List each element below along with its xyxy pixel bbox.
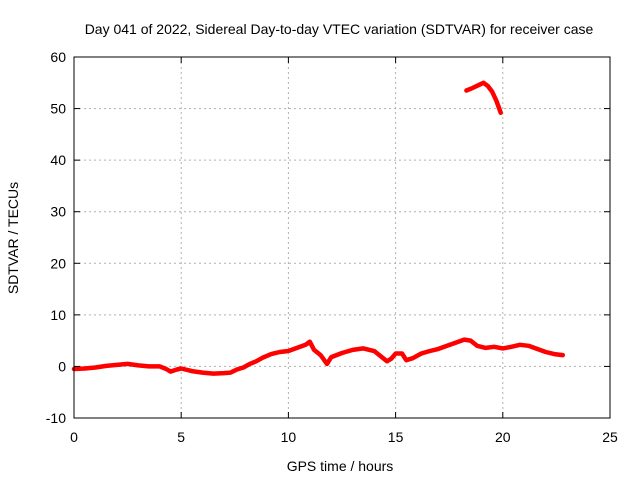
y-tick-label: 20 [50, 255, 66, 271]
tick-marks [73, 56, 611, 419]
plot-frame [73, 56, 611, 419]
y-tick-label: 0 [58, 358, 66, 374]
series-layer [71, 80, 566, 376]
series-line-2 [464, 80, 503, 115]
chart-title: Day 041 of 2022, Sidereal Day-to-day VTE… [85, 21, 594, 37]
y-tick-label: 60 [50, 49, 66, 65]
y-axis-label: SDTVAR / TECUs [5, 182, 21, 294]
grid-lines [74, 57, 610, 418]
y-tick-label: 30 [50, 204, 66, 220]
x-axis-label: GPS time / hours [287, 458, 394, 474]
y-tick-label: 50 [50, 101, 66, 117]
y-tick-label: -10 [46, 410, 66, 426]
y-tick-label: 40 [50, 152, 66, 168]
x-tick-label: 25 [602, 429, 618, 445]
x-tick-label: 20 [495, 429, 511, 445]
x-tick-labels: 0 5 10 15 20 25 [70, 429, 618, 445]
x-tick-label: 15 [388, 429, 404, 445]
x-tick-label: 5 [177, 429, 185, 445]
y-tick-label: 10 [50, 307, 66, 323]
x-tick-label: 0 [70, 429, 78, 445]
x-tick-label: 10 [281, 429, 297, 445]
series-line-1 [71, 337, 566, 376]
y-tick-labels: -10 0 10 20 30 40 50 60 [46, 49, 66, 426]
